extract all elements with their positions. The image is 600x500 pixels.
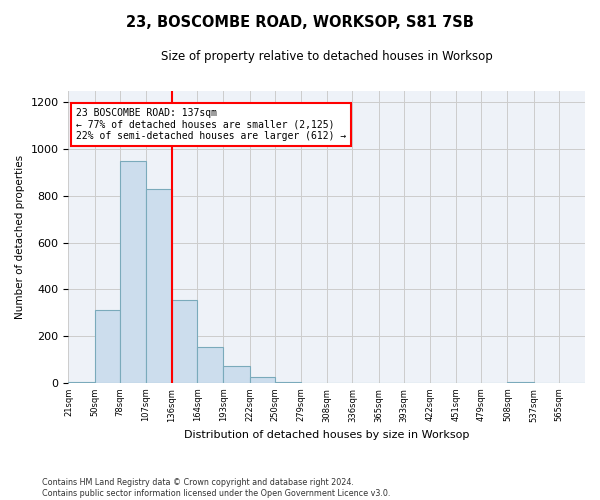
Bar [120,160,146,383]
Bar [275,382,301,383]
Text: 23, BOSCOMBE ROAD, WORKSOP, S81 7SB: 23, BOSCOMBE ROAD, WORKSOP, S81 7SB [126,15,474,30]
Title: Size of property relative to detached houses in Worksop: Size of property relative to detached ho… [161,50,493,63]
Bar [250,377,275,383]
Y-axis label: Number of detached properties: Number of detached properties [15,154,25,318]
Bar [68,382,95,383]
Text: Contains HM Land Registry data © Crown copyright and database right 2024.
Contai: Contains HM Land Registry data © Crown c… [42,478,391,498]
Bar [146,189,172,383]
Bar [95,310,120,383]
Bar [172,300,197,383]
Bar [223,366,250,383]
Text: 23 BOSCOMBE ROAD: 137sqm
← 77% of detached houses are smaller (2,125)
22% of sem: 23 BOSCOMBE ROAD: 137sqm ← 77% of detach… [76,108,346,142]
X-axis label: Distribution of detached houses by size in Worksop: Distribution of detached houses by size … [184,430,469,440]
Bar [197,346,223,383]
